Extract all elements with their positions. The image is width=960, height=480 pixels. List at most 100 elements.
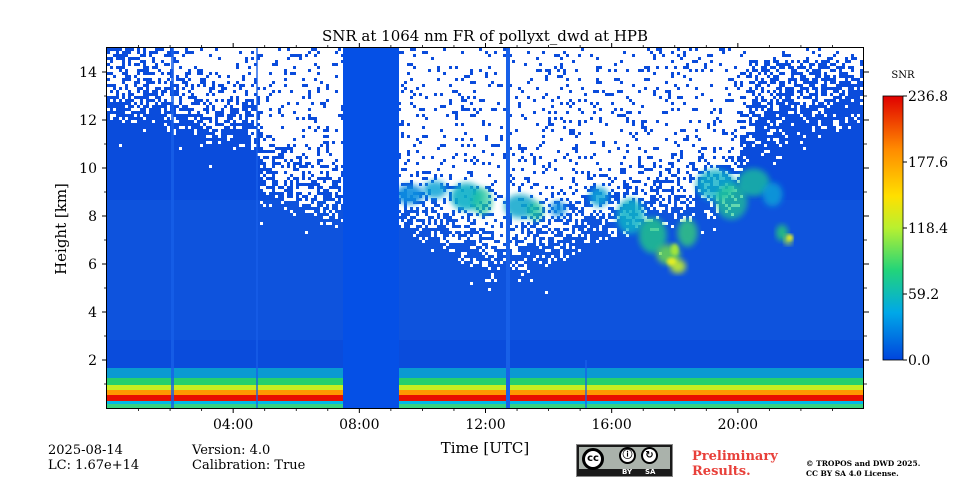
noise-pixel <box>218 105 221 108</box>
noise-pixel <box>491 174 494 177</box>
noise-pixel <box>479 105 482 108</box>
noise-pixel <box>464 96 467 99</box>
noise-pixel <box>497 189 500 192</box>
noise-pixel <box>494 54 497 57</box>
noise-pixel <box>398 171 401 174</box>
noise-pixel <box>320 126 323 129</box>
noise-pixel <box>470 168 473 171</box>
noise-pixel <box>308 54 311 57</box>
noise-pixel <box>425 222 428 225</box>
noise-pixel <box>494 279 497 282</box>
noise-pixel <box>515 192 518 195</box>
noise-pixel <box>131 72 134 75</box>
noise-pixel <box>320 117 323 120</box>
noise-pixel <box>404 144 407 147</box>
noise-pixel <box>272 96 275 99</box>
noise-pixel <box>278 159 281 162</box>
noise-pixel <box>464 219 467 222</box>
noise-pixel <box>431 138 434 141</box>
noise-pixel <box>446 87 449 90</box>
noise-pixel <box>278 117 281 120</box>
noise-pixel <box>479 96 482 99</box>
noise-pixel <box>182 51 185 54</box>
noise-pixel <box>272 132 275 135</box>
noise-pixel <box>146 75 149 78</box>
noise-pixel <box>296 96 299 99</box>
noise-pixel <box>281 69 284 72</box>
noise-pixel <box>305 201 308 204</box>
noise-pixel <box>431 171 434 174</box>
noise-pixel <box>341 168 344 171</box>
noise-pixel <box>296 75 299 78</box>
noise-pixel <box>293 141 296 144</box>
noise-pixel <box>221 75 224 78</box>
noise-pixel <box>224 75 227 78</box>
noise-pixel <box>446 177 449 180</box>
noise-pixel <box>437 138 440 141</box>
noise-pixel <box>488 90 491 93</box>
noise-pixel <box>410 159 413 162</box>
noise-pixel <box>464 165 467 168</box>
noise-pixel <box>209 63 212 66</box>
noise-pixel <box>215 60 218 63</box>
noise-pixel <box>305 153 308 156</box>
noise-pixel <box>524 150 527 153</box>
noise-pixel <box>479 90 482 93</box>
noise-pixel <box>290 96 293 99</box>
noise-pixel <box>185 60 188 63</box>
noise-pixel <box>320 57 323 60</box>
noise-pixel <box>404 165 407 168</box>
noise-pixel <box>458 258 461 261</box>
noise-pixel <box>455 159 458 162</box>
noise-pixel <box>248 129 251 132</box>
noise-pixel <box>443 99 446 102</box>
noise-pixel <box>206 96 209 99</box>
noise-pixel <box>275 186 278 189</box>
noise-pixel <box>467 54 470 57</box>
noise-pixel <box>329 120 332 123</box>
heatmap-area <box>107 48 864 408</box>
noise-pixel <box>338 60 341 63</box>
noise-pixel <box>476 54 479 57</box>
noise-pixel <box>518 138 521 141</box>
noise-pixel <box>296 81 299 84</box>
noise-pixel <box>275 54 278 57</box>
noise-pixel <box>275 51 278 54</box>
noise-pixel <box>404 177 407 180</box>
noise-pixel <box>233 87 236 90</box>
noise-pixel <box>224 66 227 69</box>
noise-pixel <box>302 57 305 60</box>
noise-pixel <box>269 111 272 114</box>
noise-pixel <box>260 114 263 117</box>
noise-pixel <box>446 69 449 72</box>
noise-pixel <box>437 219 440 222</box>
noise-pixel <box>329 126 332 129</box>
noise-pixel <box>470 93 473 96</box>
noise-pixel <box>257 108 260 111</box>
noise-pixel <box>128 111 131 114</box>
noise-pixel <box>302 126 305 129</box>
noise-pixel <box>464 90 467 93</box>
noise-pixel <box>182 63 185 66</box>
noise-pixel <box>239 75 242 78</box>
noise-pixel <box>437 144 440 147</box>
noise-pixel <box>335 54 338 57</box>
noise-pixel <box>287 168 290 171</box>
noise-pixel <box>503 258 506 261</box>
noise-pixel <box>428 102 431 105</box>
noise-pixel <box>314 66 317 69</box>
noise-pixel <box>494 117 497 120</box>
noise-pixel <box>260 141 263 144</box>
noise-pixel <box>449 69 452 72</box>
noise-pixel <box>269 174 272 177</box>
noise-pixel <box>290 108 293 111</box>
noise-pixel <box>449 48 452 51</box>
noise-pixel <box>446 159 449 162</box>
noise-pixel <box>263 114 266 117</box>
noise-pixel <box>398 48 401 51</box>
noise-pixel <box>401 48 404 51</box>
noise-pixel <box>320 84 323 87</box>
noise-pixel <box>152 102 155 105</box>
noise-pixel <box>335 153 338 156</box>
noise-pixel <box>452 168 455 171</box>
